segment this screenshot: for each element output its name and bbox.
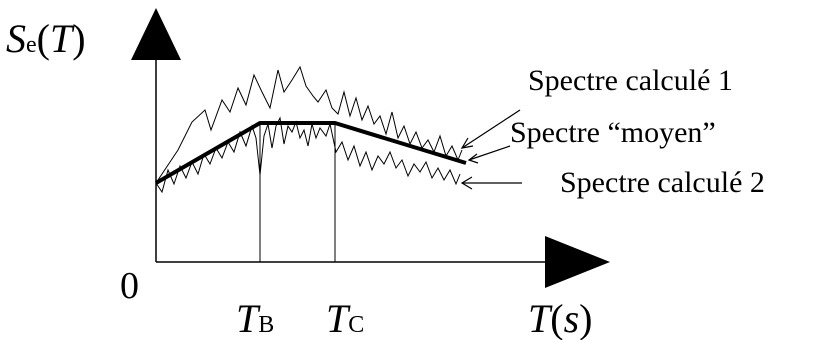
legend-arrow-computed-2 <box>460 176 522 190</box>
y-axis-close-paren: ) <box>72 16 85 61</box>
legend-arrow-mean <box>467 145 511 164</box>
legend-label-mean: Spectre “moyen” <box>510 116 716 149</box>
tick-label-tb-subscript: B <box>258 312 274 338</box>
computed-spectrum-2-curve <box>155 116 461 194</box>
x-axis-open-paren: ( <box>550 296 563 340</box>
mean-spectrum-curve <box>155 121 467 185</box>
x-axis-close-paren: ) <box>579 296 592 340</box>
origin-label: 0 <box>120 265 139 307</box>
x-axis-variable: T <box>528 296 553 340</box>
y-axis-subscript: e <box>26 32 37 58</box>
y-axis-arrowhead <box>131 8 181 60</box>
y-axis-variable: T <box>50 16 75 61</box>
y-axis-open-paren: ( <box>37 16 50 61</box>
y-axis-symbol: S <box>6 16 26 61</box>
x-axis-arrowhead <box>545 236 610 288</box>
tick-label-tc-subscript: C <box>348 312 364 338</box>
tick-label-tb: TB <box>236 296 274 340</box>
tick-label-tc-symbol: T <box>326 296 351 340</box>
legend-label-computed-1: Spectre calculé 1 <box>528 64 733 97</box>
legend-arrow-computed-1 <box>460 109 521 149</box>
tick-label-tb-symbol: T <box>236 296 261 340</box>
tick-label-tc: TC <box>326 296 364 340</box>
legend-label-computed-2: Spectre calculé 2 <box>560 166 765 199</box>
y-axis-label: Se(T) <box>6 16 86 61</box>
x-axis-unit: s <box>564 296 580 340</box>
x-axis-label: T(s) <box>528 296 592 340</box>
